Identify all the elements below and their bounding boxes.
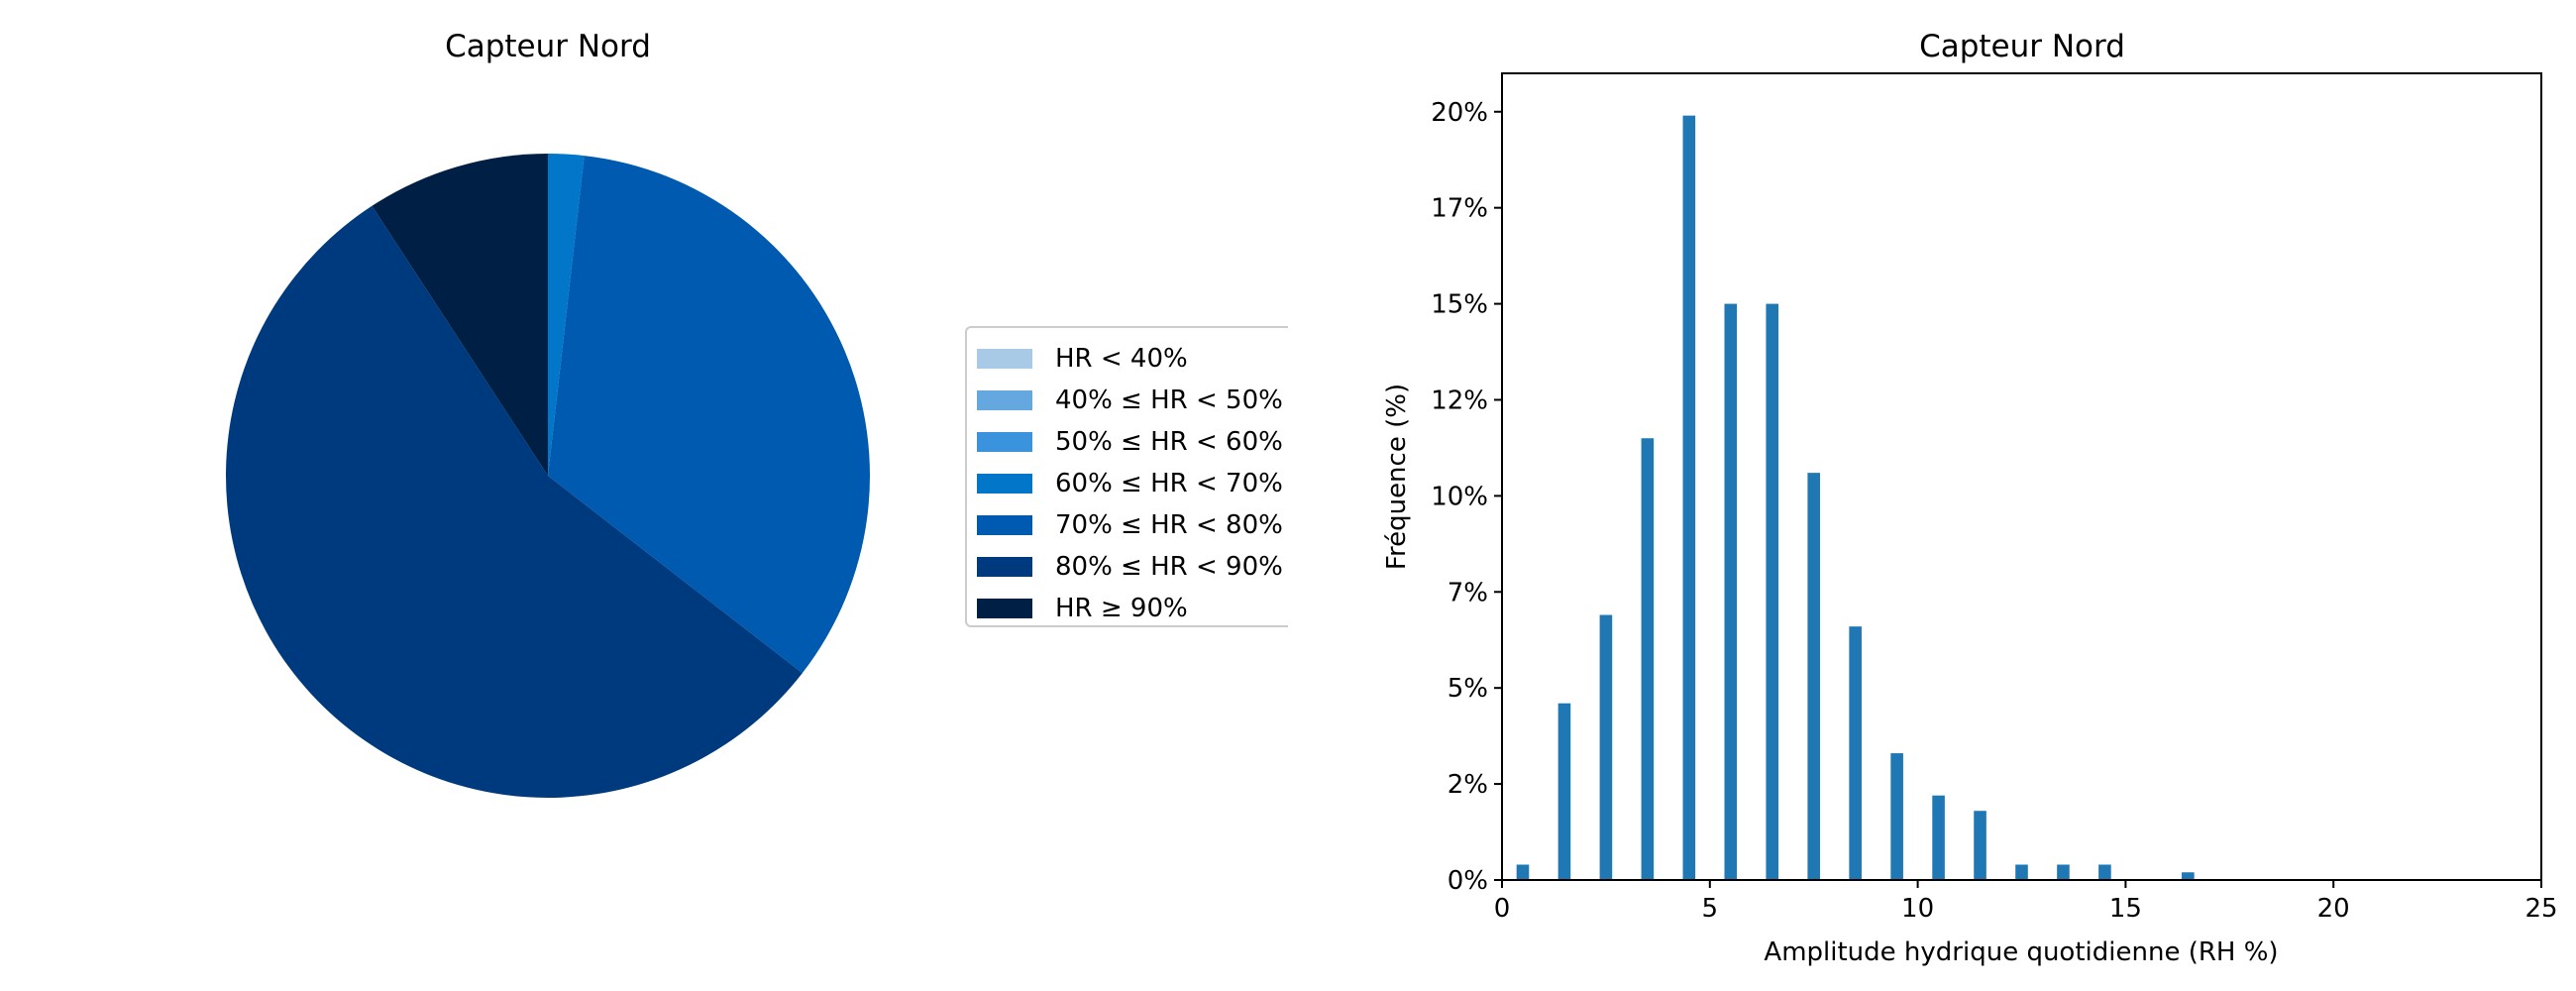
histogram-bar: [1849, 626, 1862, 880]
y-tick-label: 0%: [1448, 866, 1488, 896]
histogram-bar: [1557, 703, 1571, 880]
legend-label-3: 60% ≤ HR < 70%: [1055, 469, 1283, 498]
histogram-bar: [2015, 864, 2028, 880]
legend-frame: [965, 326, 1288, 627]
histogram-bars: [1516, 115, 2195, 881]
x-tick-label: 25: [2524, 894, 2557, 924]
x-tick-label: 10: [1901, 894, 1934, 924]
x-axis-ticks: 0 5 10 15 20 25: [1494, 880, 2558, 924]
legend-label-4: 70% ≤ HR < 80%: [1055, 510, 1283, 540]
histogram-bar: [1932, 795, 1945, 880]
y-tick-label: 12%: [1431, 385, 1488, 415]
y-axis-label: Fréquence (%): [1382, 384, 1412, 570]
histogram-bar: [1974, 811, 1986, 880]
pie-legend: HR < 40% 40% ≤ HR < 50% 50% ≤ HR < 60% 60% …: [965, 326, 1288, 627]
legend-swatch-3: [977, 474, 1032, 494]
histogram-bar: [1807, 473, 1820, 880]
histogram-bar: [2098, 864, 2111, 880]
x-tick-label: 0: [1494, 894, 1511, 924]
y-tick-label: 20%: [1431, 98, 1488, 128]
legend-swatch-4: [977, 515, 1032, 535]
pie-chart: Capteur Nord HR < 40% 40% ≤ HR < 50% 50% ≤…: [226, 29, 1288, 799]
legend-swatch-6: [977, 599, 1032, 618]
pie-title: Capteur Nord: [445, 29, 651, 64]
pie-slice-3: [548, 154, 585, 476]
legend-label-6: HR ≥ 90%: [1055, 594, 1188, 623]
legend-label-5: 80% ≤ HR < 90%: [1055, 552, 1283, 582]
histogram-bar: [1682, 115, 1696, 881]
y-tick-label: 10%: [1431, 482, 1488, 511]
y-tick-label: 5%: [1448, 674, 1488, 704]
x-tick-label: 20: [2317, 894, 2350, 924]
histogram-bar: [2057, 864, 2070, 880]
legend-label-2: 50% ≤ HR < 60%: [1055, 427, 1283, 457]
y-tick-label: 15%: [1431, 290, 1488, 320]
x-tick-label: 15: [2109, 894, 2142, 924]
y-tick-label: 7%: [1448, 578, 1488, 607]
histogram-bar: [1890, 753, 1903, 880]
pie-slice-6: [372, 154, 548, 476]
histogram-bar: [1724, 303, 1738, 881]
histogram-bar: [1599, 614, 1613, 880]
x-tick-label: 5: [1702, 894, 1719, 924]
histogram-chart: Capteur Nord 0 5 10 15 20 25 0% 2% 5% 7% 10% 12% 15…: [1382, 29, 2558, 967]
y-tick-label: 17%: [1431, 194, 1488, 224]
histogram-bar: [1516, 864, 1530, 880]
legend-swatch-0: [977, 349, 1032, 369]
legend-label-0: HR < 40%: [1055, 344, 1188, 374]
legend-label-1: 40% ≤ HR < 50%: [1055, 385, 1283, 415]
legend-swatch-2: [977, 432, 1032, 452]
x-axis-label: Amplitude hydrique quotidienne (RH %): [1764, 937, 2278, 967]
histogram-bar: [2182, 872, 2195, 880]
pie-slice-5: [226, 205, 803, 799]
pie-slices: [226, 154, 870, 799]
y-tick-label: 2%: [1448, 770, 1488, 800]
plot-frame: [1501, 72, 2542, 881]
legend-swatch-5: [977, 557, 1032, 577]
y-axis-ticks: 0% 2% 5% 7% 10% 12% 15% 17% 20%: [1431, 98, 1502, 896]
histogram-bar: [1766, 303, 1779, 881]
legend-swatch-1: [977, 390, 1032, 410]
histogram-title: Capteur Nord: [1919, 29, 2125, 64]
pie-slice-4: [548, 156, 870, 674]
histogram-bar: [1641, 438, 1655, 880]
